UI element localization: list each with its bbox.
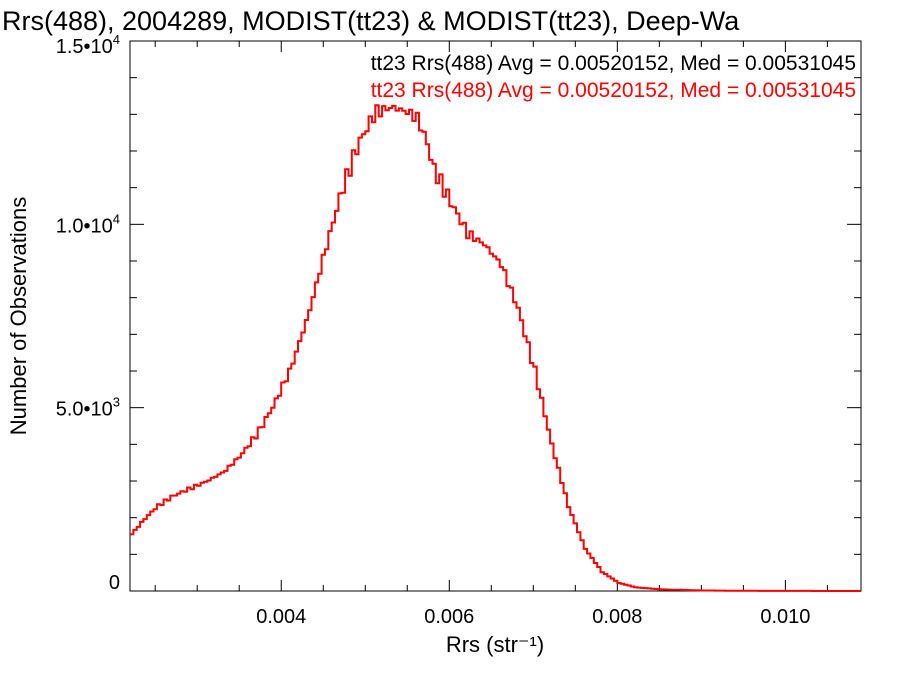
y-tick-label: 0: [109, 572, 120, 594]
chart-title: Rrs(488), 2004289, MODIST(tt23) & MODIST…: [2, 6, 740, 36]
annotation-black: tt23 Rrs(488) Avg = 0.00520152, Med = 0.…: [371, 52, 856, 75]
x-axis-tick-labels: 0.004 0.006 0.008 0.010: [256, 606, 810, 628]
histogram-series-line-0: [130, 104, 861, 592]
y-axis-tick-labels: 0 5.0•103 1.0•104 1.5•104: [56, 32, 120, 594]
x-tick-label: 0.010: [760, 606, 810, 628]
y-tick-label: 1.5•104: [56, 32, 120, 58]
y-axis-ticks: [130, 40, 861, 592]
y-tick-label: 1.0•104: [56, 211, 120, 237]
x-axis-ticks: [154, 41, 828, 591]
x-axis-label: Rrs (str⁻¹): [446, 632, 544, 657]
y-axis-label: Number of Observations: [6, 197, 31, 435]
y-tick-label: 5.0•103: [56, 395, 120, 421]
annotation-red: tt23 Rrs(488) Avg = 0.00520152, Med = 0.…: [371, 79, 856, 102]
x-tick-label: 0.004: [256, 606, 306, 628]
plot-area: [129, 40, 862, 592]
plot-frame: [129, 40, 862, 592]
x-tick-label: 0.008: [592, 606, 642, 628]
series-layer: [130, 104, 861, 592]
x-tick-label: 0.006: [424, 606, 474, 628]
